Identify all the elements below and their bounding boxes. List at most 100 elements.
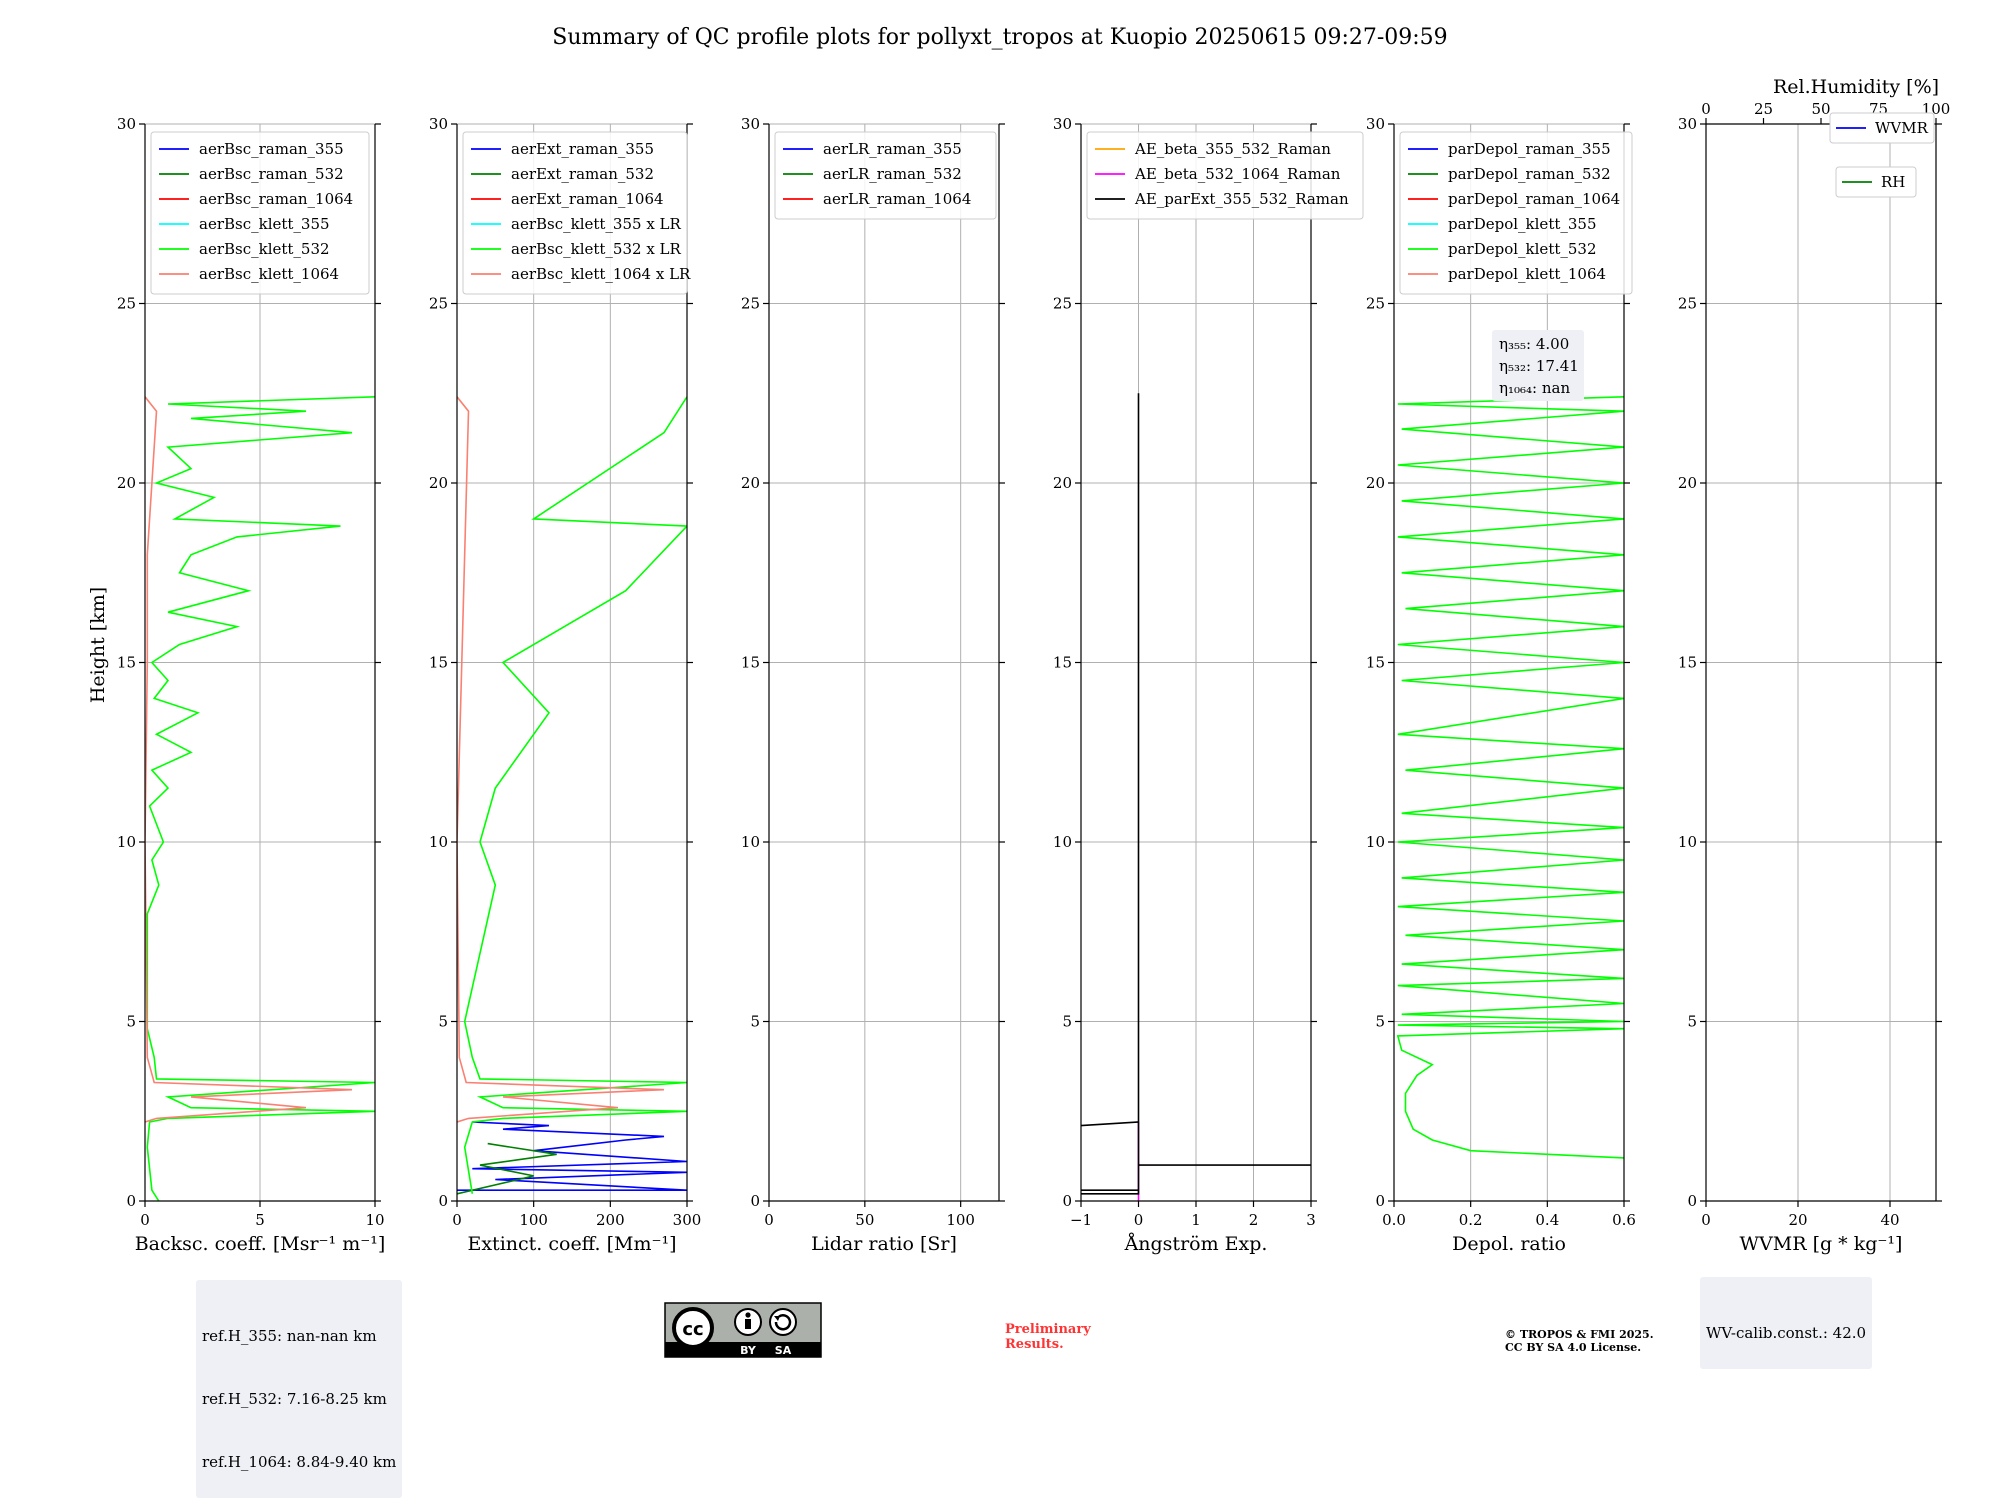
series-line-salmon xyxy=(145,396,353,1123)
y-tick-label: 20 xyxy=(1678,474,1697,492)
y-tick-label: 25 xyxy=(429,295,448,313)
series-line-black xyxy=(1081,393,1311,1195)
legend-label: aerBsc_klett_355 xyxy=(199,215,330,233)
legend-frame xyxy=(150,131,370,295)
y-tick-label: 25 xyxy=(1366,295,1385,313)
y-tick-label: 25 xyxy=(117,295,136,313)
x-tick-label: 0 xyxy=(140,1211,150,1229)
legend-label: aerBsc_raman_532 xyxy=(199,165,344,183)
cc-icon xyxy=(672,1307,714,1349)
x-tick-label: 0 xyxy=(1701,1211,1711,1229)
legend-label: aerExt_raman_1064 xyxy=(511,190,664,208)
y-tick-label: 5 xyxy=(1375,1013,1385,1031)
eta-label: η₃₅₅: 4.00 xyxy=(1499,335,1569,353)
y-tick-label: 20 xyxy=(1366,474,1385,492)
y-tick-label: 0 xyxy=(126,1192,136,1210)
series-line-lime xyxy=(146,396,375,1201)
legend-label: aerBsc_klett_355 x LR xyxy=(511,215,682,233)
legend-label: aerExt_raman_532 xyxy=(511,165,654,183)
y-tick-label: 25 xyxy=(1053,295,1072,313)
x-tick-label: 100 xyxy=(519,1211,548,1229)
legend-label: parDepol_raman_355 xyxy=(1448,140,1611,158)
x-axis-label: WVMR [g * kg⁻¹] xyxy=(1740,1233,1903,1255)
y-tick-label: 30 xyxy=(1053,115,1072,133)
legend-label: aerBsc_klett_1064 x LR xyxy=(511,265,691,283)
qc-profile-figure: Summary of QC profile plots for pollyxt_… xyxy=(87,25,1950,1255)
svg-text:cc: cc xyxy=(682,1319,703,1340)
legend-frame xyxy=(774,131,997,220)
x-tick-label: 3 xyxy=(1306,1211,1316,1229)
legend-label: AE_parExt_355_532_Raman xyxy=(1134,190,1349,208)
legend-label: aerBsc_klett_532 xyxy=(199,240,330,258)
preliminary-note: Preliminary Results. xyxy=(1005,1322,1091,1352)
y-tick-label: 0 xyxy=(750,1192,760,1210)
x-tick-label: 200 xyxy=(596,1211,625,1229)
refh-1064: ref.H_1064: 8.84-9.40 km xyxy=(202,1453,397,1471)
y-tick-label: 25 xyxy=(1678,295,1697,313)
panel-1: 0 5 10 15 20 25 30 0 5 10 Backsc. coeff. [Msr⁻¹ m⁻… xyxy=(117,115,385,1255)
x-axis-label: Lidar ratio [Sr] xyxy=(811,1233,957,1255)
y-tick-label: 20 xyxy=(429,474,448,492)
legend-label: parDepol_raman_532 xyxy=(1448,165,1611,183)
legend-label: aerBsc_klett_1064 xyxy=(199,265,339,283)
y-tick-label: 15 xyxy=(1366,654,1385,672)
y-tick-label: 30 xyxy=(1678,115,1697,133)
x-tick-label: 0 xyxy=(452,1211,462,1229)
y-tick-label: 30 xyxy=(1366,115,1385,133)
x-axis-label: Backsc. coeff. [Msr⁻¹ m⁻¹] xyxy=(135,1233,386,1255)
series-line-salmon xyxy=(457,396,665,1123)
refh-355: ref.H_355: nan-nan km xyxy=(202,1327,377,1345)
figure-title: Summary of QC profile plots for pollyxt_… xyxy=(552,25,1447,50)
panel-3: 0 5 10 15 20 25 30 0 50 100 Lidar ratio [Sr] aerLR_… xyxy=(741,115,1005,1255)
by-label: BY xyxy=(740,1344,757,1357)
x-axis-label: Depol. ratio xyxy=(1452,1233,1566,1255)
legend-label: WVMR xyxy=(1875,119,1929,137)
series-line-blue xyxy=(457,1121,687,1191)
wv-calib-box: WV-calib.const.: 42.0 xyxy=(1700,1277,1873,1369)
y-tick-label: 0 xyxy=(1062,1192,1072,1210)
y-tick-label: 30 xyxy=(741,115,760,133)
legend-frame xyxy=(1086,131,1364,220)
cc-license-badge: cc BY SA xyxy=(664,1302,822,1358)
y-tick-label: 15 xyxy=(117,654,136,672)
legend-label: AE_beta_532_1064_Raman xyxy=(1134,165,1341,183)
legend-label: aerBsc_klett_532 x LR xyxy=(511,240,682,258)
legend-label: aerBsc_raman_1064 xyxy=(199,190,353,208)
x-tick-label: 0.2 xyxy=(1459,1211,1483,1229)
y-tick-label: 0 xyxy=(1375,1192,1385,1210)
legend-label: aerLR_raman_532 xyxy=(823,165,962,183)
y-tick-label: 0 xyxy=(438,1192,448,1210)
legend-label: parDepol_klett_355 xyxy=(1448,215,1597,233)
x-tick-label: 50 xyxy=(855,1211,874,1229)
x-tick-label: 5 xyxy=(255,1211,265,1229)
y-tick-label: 15 xyxy=(429,654,448,672)
legend-label: aerBsc_raman_355 xyxy=(199,140,344,158)
legend-frame xyxy=(1399,131,1633,295)
y-tick-label: 5 xyxy=(1687,1013,1697,1031)
x2-tick-label: 25 xyxy=(1754,100,1773,118)
y-tick-label: 10 xyxy=(741,833,760,851)
legend-label: parDepol_raman_1064 xyxy=(1448,190,1620,208)
y-tick-label: 5 xyxy=(1062,1013,1072,1031)
y-tick-label: 10 xyxy=(117,833,136,851)
x-tick-label: 0 xyxy=(1134,1211,1144,1229)
y-tick-label: 0 xyxy=(1687,1192,1697,1210)
legend-frame xyxy=(1829,112,1935,144)
copyright-line-1: © TROPOS & FMI 2025. xyxy=(1505,1328,1654,1341)
sa-label: SA xyxy=(775,1344,792,1357)
copyright-note: © TROPOS & FMI 2025. CC BY SA 4.0 Licens… xyxy=(1505,1328,1654,1354)
x-tick-label: 0.0 xyxy=(1382,1211,1406,1229)
eta-label: η₅₃₂: 17.41 xyxy=(1499,357,1579,375)
legend-frame xyxy=(462,131,688,295)
y-tick-label: 15 xyxy=(1053,654,1072,672)
x-tick-label: 0.4 xyxy=(1535,1211,1559,1229)
y-tick-label: 5 xyxy=(750,1013,760,1031)
eta-box xyxy=(1492,330,1584,401)
y-tick-label: 5 xyxy=(438,1013,448,1031)
x-tick-label: 0.6 xyxy=(1612,1211,1636,1229)
y-tick-label: 20 xyxy=(117,474,136,492)
x-tick-label: 10 xyxy=(365,1211,384,1229)
eta-label: η₁₀₆₄: nan xyxy=(1499,379,1570,397)
x-axis-label: Ångström Exp. xyxy=(1124,1233,1268,1255)
